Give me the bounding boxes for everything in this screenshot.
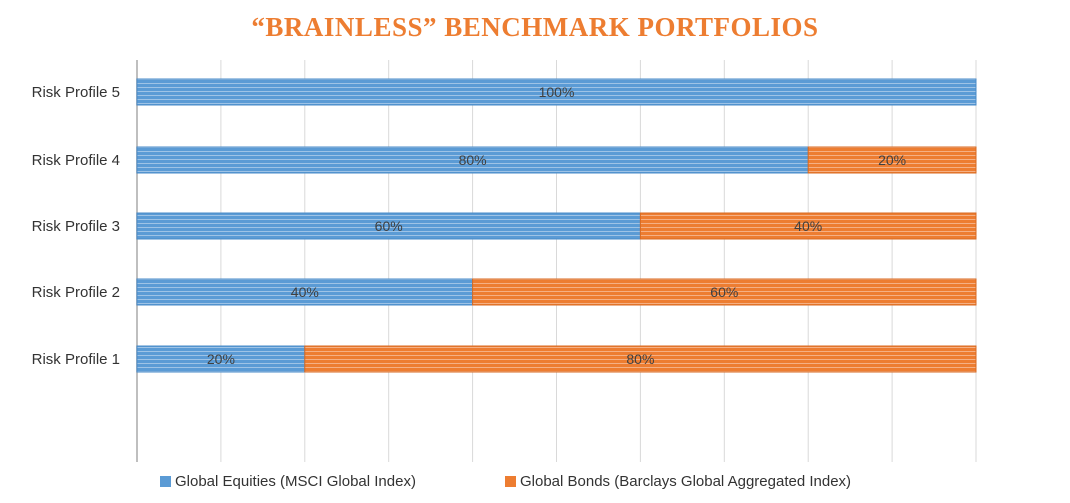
legend: Global Equities (MSCI Global Index) Glob… — [160, 473, 1060, 495]
labels: Risk Profile 5 100% Risk Profile 4 80% 20% Ri… — [32, 84, 906, 368]
category-label: Risk Profile 4 — [32, 152, 120, 169]
bars — [136, 78, 977, 373]
data-label: 80% — [459, 152, 487, 168]
bar-segment — [136, 78, 977, 106]
data-label: 40% — [291, 284, 319, 300]
legend-label-bonds: Global Bonds (Barclays Global Aggregated… — [520, 473, 852, 490]
legend-swatch-bonds — [505, 476, 516, 487]
legend-item-equities: Global Equities (MSCI Global Index) — [160, 473, 416, 490]
data-label: 20% — [207, 351, 235, 367]
gridlines — [136, 60, 977, 462]
bar-segment — [136, 278, 474, 306]
category-label: Risk Profile 1 — [32, 351, 120, 368]
category-label: Risk Profile 5 — [32, 84, 120, 101]
data-label: 100% — [539, 84, 575, 100]
bar-segment — [472, 278, 977, 306]
legend-swatch-equities — [160, 476, 171, 487]
legend-label-equities: Global Equities (MSCI Global Index) — [175, 473, 416, 490]
data-label: 80% — [626, 351, 654, 367]
data-label: 60% — [710, 284, 738, 300]
data-label: 20% — [878, 152, 906, 168]
category-label: Risk Profile 2 — [32, 284, 120, 301]
category-label: Risk Profile 3 — [32, 218, 120, 235]
legend-item-bonds: Global Bonds (Barclays Global Aggregated… — [505, 473, 851, 490]
data-label: 40% — [794, 218, 822, 234]
chart-title: “BRAINLESS” BENCHMARK PORTFOLIOS — [251, 12, 819, 42]
data-label: 60% — [375, 218, 403, 234]
bar-segment — [639, 212, 977, 240]
bar-segment — [136, 345, 306, 373]
bar-segment — [304, 345, 977, 373]
bar-segment — [807, 146, 977, 174]
